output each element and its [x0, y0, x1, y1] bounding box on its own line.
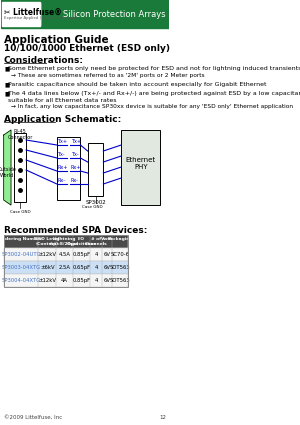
Text: → These are sometimes referred to as '2M' ports or 2 Meter ports: → These are sometimes referred to as '2M… — [11, 73, 205, 78]
Text: Tx-: Tx- — [57, 152, 65, 157]
Text: # of: # of — [91, 237, 101, 241]
Text: 0.85pF: 0.85pF — [72, 252, 91, 257]
Text: RJ-45
Connector: RJ-45 Connector — [7, 129, 33, 140]
Bar — [1, 0, 169, 28]
Text: (tp=8/20μs): (tp=8/20μs) — [50, 242, 80, 246]
Text: Packaging: Packaging — [107, 237, 133, 241]
Text: 6V: 6V — [104, 278, 111, 283]
Text: 4A: 4A — [61, 278, 68, 283]
Bar — [57, 137, 80, 200]
Text: 0.65pF: 0.65pF — [72, 265, 91, 270]
Text: Considerations:: Considerations: — [4, 56, 84, 65]
Text: Tx+: Tx+ — [71, 139, 81, 144]
Text: ■: ■ — [5, 91, 10, 96]
Text: Capacitance: Capacitance — [66, 242, 97, 246]
Text: 6V: 6V — [104, 252, 111, 257]
Text: Application Guide: Application Guide — [4, 35, 108, 45]
Text: Channels: Channels — [85, 242, 107, 246]
Text: Case GND: Case GND — [82, 205, 103, 209]
Text: Some Ethernet ports only need be protected for ESD and not for lightning induced: Some Ethernet ports only need be protect… — [8, 66, 300, 71]
Text: (Contact): (Contact) — [36, 242, 59, 246]
Text: Vwm: Vwm — [101, 237, 113, 241]
Text: Rx-: Rx- — [57, 178, 65, 183]
Text: The 4 data lines below (Tx+/- and Rx+/-) are being protected against ESD by a lo: The 4 data lines below (Tx+/- and Rx+/-)… — [8, 91, 300, 96]
Text: 0.85pF: 0.85pF — [72, 278, 91, 283]
Text: Case GND: Case GND — [10, 210, 30, 214]
Bar — [4, 248, 128, 261]
Text: I/O: I/O — [78, 237, 85, 241]
Text: SP3003-04XTG: SP3003-04XTG — [2, 265, 40, 270]
Text: ±12kV: ±12kV — [38, 278, 56, 283]
Text: Recommended SPA Devices:: Recommended SPA Devices: — [4, 226, 147, 235]
Text: ±6kV: ±6kV — [40, 265, 55, 270]
Text: Expertise Applied | Answers Delivered: Expertise Applied | Answers Delivered — [4, 16, 78, 20]
Bar — [2, 2, 40, 26]
Text: Ethernet
PHY: Ethernet PHY — [126, 157, 156, 170]
Text: ✂ Littelfuse®: ✂ Littelfuse® — [4, 8, 61, 17]
Text: Rx+: Rx+ — [57, 165, 68, 170]
Text: Application Schematic:: Application Schematic: — [4, 115, 121, 124]
Text: Rx+: Rx+ — [71, 165, 81, 170]
Text: 12: 12 — [159, 415, 166, 420]
Text: 4: 4 — [94, 278, 98, 283]
Text: → In fact, any low capacitance SP30xx device is suitable for any 'ESD only' Ethe: → In fact, any low capacitance SP30xx de… — [11, 104, 293, 109]
Text: Lightning: Lightning — [53, 237, 76, 241]
Bar — [4, 235, 128, 287]
Text: 10/100/1000 Ethernet (ESD only): 10/100/1000 Ethernet (ESD only) — [4, 44, 170, 53]
Text: Tx+: Tx+ — [57, 139, 68, 144]
Text: Outside
World: Outside World — [0, 167, 16, 178]
Text: Ordering Number: Ordering Number — [0, 237, 43, 241]
Text: 2.5A: 2.5A — [59, 265, 71, 270]
Text: ■: ■ — [5, 82, 10, 87]
Text: SOT563: SOT563 — [110, 265, 130, 270]
Text: SC70-6: SC70-6 — [111, 252, 130, 257]
Polygon shape — [4, 130, 11, 205]
Text: ©2009 Littelfuse, Inc: ©2009 Littelfuse, Inc — [4, 415, 62, 420]
Bar — [4, 261, 128, 274]
Text: SOT563: SOT563 — [110, 278, 130, 283]
Bar — [14, 133, 26, 202]
Bar — [4, 274, 128, 287]
Text: Rx-: Rx- — [71, 178, 79, 183]
Text: ESD Level: ESD Level — [35, 237, 60, 241]
Text: 4: 4 — [94, 265, 98, 270]
Text: 4: 4 — [94, 252, 98, 257]
Text: SP3002-04UTG: SP3002-04UTG — [1, 252, 41, 257]
Text: ±12kV: ±12kV — [38, 252, 56, 257]
Text: 6V: 6V — [104, 265, 111, 270]
Text: Tx-: Tx- — [71, 152, 79, 157]
Text: ■: ■ — [5, 66, 10, 71]
Text: suitable for all Ethernet data rates: suitable for all Ethernet data rates — [8, 98, 116, 103]
Text: SP3002: SP3002 — [85, 200, 106, 205]
Text: 4.5A: 4.5A — [59, 252, 71, 257]
Text: SP3004-04XTG: SP3004-04XTG — [2, 278, 41, 283]
Bar — [88, 143, 103, 196]
Text: Silicon Protection Arrays: Silicon Protection Arrays — [63, 9, 166, 19]
Text: Parasitic capacitance should be taken into account especially for Gigabit Ethern: Parasitic capacitance should be taken in… — [8, 82, 266, 87]
Bar — [4, 235, 128, 248]
Bar — [121, 130, 160, 205]
